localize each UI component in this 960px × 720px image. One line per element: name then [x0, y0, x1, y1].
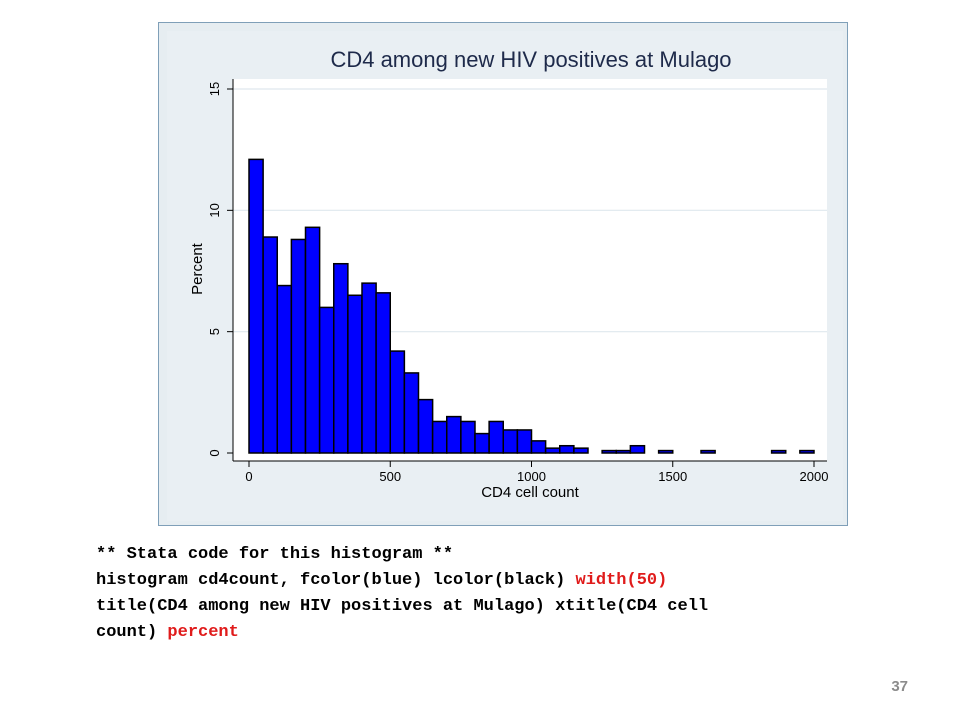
histogram-bar — [248, 158, 264, 454]
x-tick-label: 500 — [379, 469, 401, 484]
x-axis-label: CD4 cell count — [481, 484, 579, 501]
y-tick-label: 5 — [207, 328, 222, 335]
x-tick-label: 0 — [245, 469, 252, 484]
code-line-4: count) percent — [96, 620, 896, 646]
y-tick-label: 10 — [207, 203, 222, 217]
x-tick-label: 1500 — [658, 469, 687, 484]
histogram-bar — [361, 282, 377, 454]
histogram-bar — [629, 444, 646, 454]
code-line-2-text: histogram cd4count, fcolor(blue) lcolor(… — [96, 571, 576, 590]
chart-figure: CD4 among new HIV positives at Mulago 0 5… — [158, 22, 848, 526]
code-percent-option: percent — [167, 623, 239, 642]
histogram-bar — [657, 449, 674, 454]
histogram-bar — [417, 398, 434, 454]
histogram-bar — [403, 372, 420, 454]
x-axis-ticks: 0 500 1000 1500 2000 — [245, 461, 828, 484]
histogram-bar — [573, 447, 589, 454]
histogram-bar — [700, 449, 716, 454]
histogram-bar — [446, 415, 462, 454]
histogram-bar — [601, 449, 617, 454]
histogram-bar — [488, 420, 504, 454]
x-tick-label: 2000 — [800, 469, 829, 484]
code-width-option: width(50) — [575, 571, 668, 590]
histogram-bar — [262, 236, 278, 454]
histogram-bar — [276, 284, 293, 454]
histogram-bar — [333, 262, 349, 454]
histogram-bar — [502, 429, 519, 454]
histogram-bar — [770, 449, 787, 454]
histogram-bar — [304, 226, 321, 454]
histogram-bar — [799, 449, 815, 454]
histogram-bar — [389, 350, 406, 454]
histogram-bar — [530, 440, 547, 454]
chart-title: CD4 among new HIV positives at Mulago — [330, 47, 731, 72]
y-tick-label: 0 — [207, 449, 222, 456]
x-tick-label: 1000 — [517, 469, 546, 484]
y-tick-label: 15 — [207, 82, 222, 96]
code-line-4-text: count) — [96, 623, 168, 642]
code-line-2: histogram cd4count, fcolor(blue) lcolor(… — [96, 568, 896, 594]
histogram-bar — [347, 294, 363, 454]
y-axis-ticks: 0 5 10 15 — [207, 82, 233, 457]
code-line-1: ** Stata code for this histogram ** — [96, 545, 454, 564]
histogram-bar — [431, 420, 448, 454]
histogram-bar — [544, 447, 561, 454]
histogram-bar — [474, 432, 490, 454]
histogram-bar — [615, 449, 632, 454]
histogram-bar — [318, 306, 335, 454]
histogram-bar — [559, 444, 575, 454]
histogram-chart: CD4 among new HIV positives at Mulago 0 5… — [167, 31, 843, 521]
histogram-bar — [375, 292, 391, 454]
page-number: 37 — [891, 678, 908, 695]
histogram-bar — [290, 238, 307, 454]
histogram-bar — [516, 429, 533, 454]
stata-code-block: ** Stata code for this histogram ** hist… — [96, 542, 896, 646]
histogram-bar — [460, 420, 476, 454]
code-line-3: title(CD4 among new HIV positives at Mul… — [96, 597, 709, 616]
y-axis-label: Percent — [189, 242, 206, 295]
histogram-bars — [248, 158, 815, 454]
